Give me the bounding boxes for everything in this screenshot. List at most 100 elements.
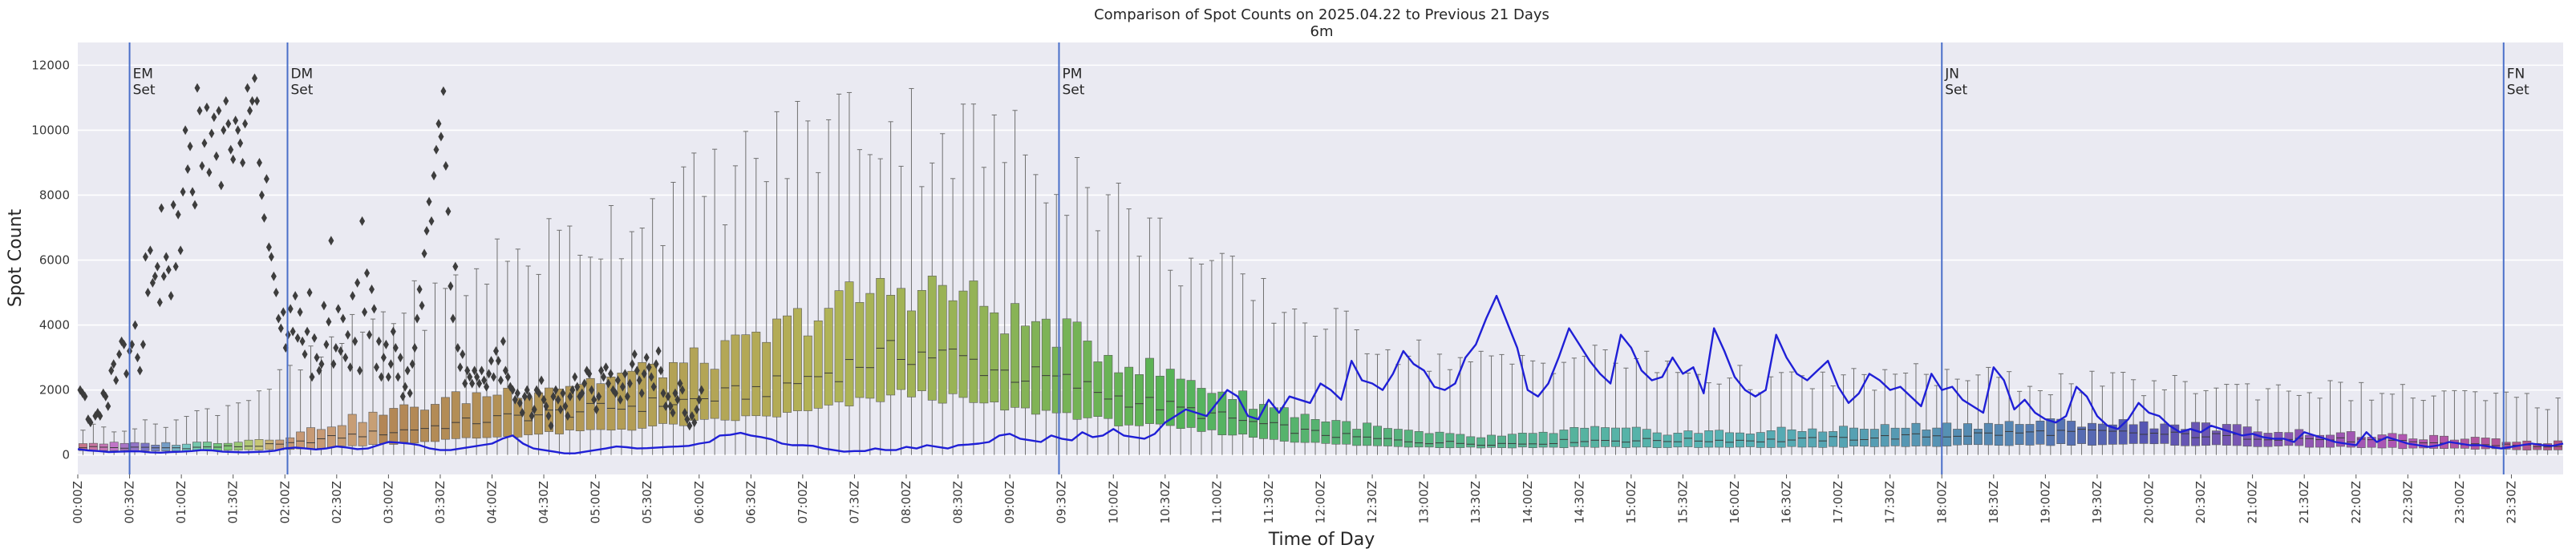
box: [233, 442, 243, 451]
x-tick-label: 00:00Z: [71, 481, 85, 524]
x-tick-label: 16:00Z: [1727, 481, 1742, 524]
box: [2004, 421, 2014, 446]
box: [482, 396, 492, 438]
outlier-marker: [607, 369, 614, 379]
box: [119, 442, 129, 451]
box: [503, 387, 512, 437]
box: [886, 294, 896, 396]
box: [979, 305, 989, 404]
outlier-marker: [199, 161, 205, 171]
box: [296, 431, 306, 450]
outlier-marker: [152, 271, 158, 281]
box: [772, 318, 782, 418]
outlier-marker: [492, 346, 499, 356]
outlier-marker: [170, 200, 176, 210]
box: [1776, 426, 1786, 448]
chart-subtitle: 6m: [1310, 23, 1334, 40]
box: [2035, 420, 2045, 445]
outlier-marker: [326, 317, 332, 327]
x-tick-label: 10:30Z: [1158, 481, 1173, 524]
x-tick-label: 06:30Z: [743, 481, 758, 524]
outlier-marker: [601, 372, 607, 382]
outlier-marker: [460, 349, 466, 360]
outlier-marker: [562, 401, 569, 411]
box: [88, 442, 98, 451]
box: [379, 414, 388, 444]
outlier-marker: [416, 285, 423, 294]
outlier-marker: [105, 401, 111, 411]
box: [1797, 431, 1807, 448]
x-tick-label: 14:30Z: [1572, 481, 1586, 524]
x-tick-label: 15:30Z: [1675, 481, 1690, 524]
reference-line-label: PM: [1062, 67, 1082, 83]
outlier-marker: [247, 106, 253, 116]
box: [1808, 428, 1817, 448]
x-tick-label: 11:30Z: [1262, 481, 1276, 524]
box: [1953, 429, 1962, 446]
outlier-marker: [371, 304, 377, 314]
box: [1176, 378, 1185, 430]
outlier-marker: [679, 385, 686, 395]
box: [1673, 433, 1683, 448]
box: [1269, 407, 1278, 440]
box: [1756, 432, 1765, 448]
outlier-marker: [574, 381, 581, 392]
outlier-marker: [314, 353, 320, 363]
outlier-marker: [273, 288, 279, 298]
outlier-marker: [316, 365, 322, 376]
outlier-marker: [387, 359, 394, 369]
outlier-marker: [476, 378, 483, 389]
outlier-marker: [531, 404, 537, 414]
box: [1228, 399, 1237, 436]
outlier-marker: [333, 342, 339, 353]
outlier-marker: [655, 346, 662, 356]
outlier-marker: [500, 336, 506, 346]
outlier-marker: [342, 353, 349, 363]
x-tick-label: 15:00Z: [1624, 481, 1638, 524]
box: [1041, 318, 1051, 411]
box: [751, 331, 761, 417]
x-tick-label: 05:30Z: [640, 481, 654, 524]
reference-line-label: Set: [1945, 83, 1967, 99]
box: [2470, 437, 2480, 450]
outlier-marker: [225, 119, 232, 129]
outlier-marker: [591, 394, 597, 405]
outlier-marker: [249, 95, 256, 106]
outlier-marker: [565, 411, 571, 422]
box: [2491, 438, 2501, 450]
outlier-marker: [103, 391, 109, 402]
box: [1186, 380, 1196, 428]
box: [1611, 427, 1620, 447]
box: [368, 411, 378, 445]
box: [720, 340, 730, 421]
box: [803, 335, 812, 411]
box: [1456, 434, 1465, 448]
box: [897, 288, 906, 390]
outlier-marker: [622, 369, 628, 379]
outlier-marker: [132, 320, 139, 330]
outlier-marker: [383, 339, 389, 349]
outlier-marker: [142, 252, 148, 262]
outlier-marker: [435, 119, 442, 129]
x-tick-label: 13:00Z: [1417, 481, 1432, 524]
box: [1849, 427, 1858, 446]
outlier-marker: [378, 372, 384, 382]
outlier-marker: [450, 313, 456, 324]
outlier-marker: [553, 385, 559, 395]
outlier-marker: [163, 252, 169, 262]
reference-line-label: Set: [133, 83, 156, 99]
x-tick-label: 12:30Z: [1365, 481, 1379, 524]
box: [2077, 426, 2087, 444]
y-tick-label: 6000: [39, 253, 70, 268]
x-tick-label: 21:00Z: [2246, 481, 2260, 524]
outlier-marker: [660, 388, 666, 398]
outlier-marker: [631, 349, 638, 360]
box: [1290, 417, 1299, 443]
box: [1787, 429, 1796, 447]
outlier-marker: [691, 418, 698, 428]
box: [1983, 422, 1993, 446]
x-tick-label: 08:30Z: [951, 481, 966, 524]
box: [948, 300, 958, 394]
y-axis-label: Spot Count: [6, 208, 26, 307]
